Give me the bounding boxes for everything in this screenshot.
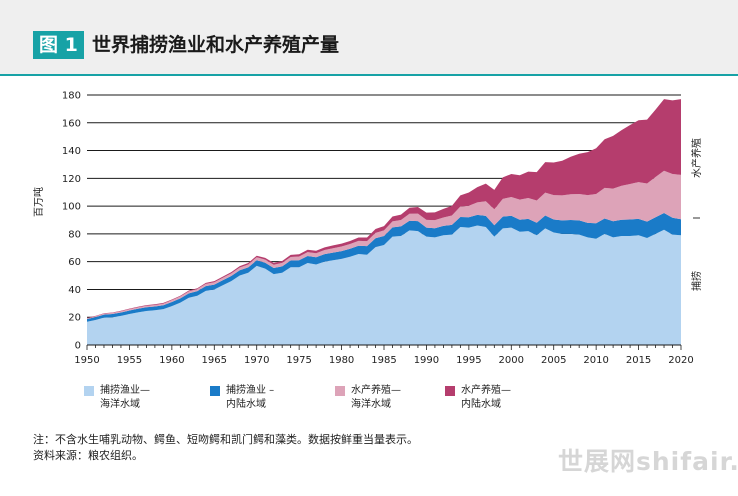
footnote: 注：不含水生哺乳动物、鳄鱼、短吻鳄和凯门鳄和藻类。数据按鲜重当量表示。: [33, 433, 418, 446]
legend-label-line: 内陆水域: [461, 399, 501, 410]
y-tick-label: 0: [75, 341, 81, 352]
legend-swatch: [210, 386, 220, 396]
legend-label: 捕捞渔业— 海洋水域: [100, 384, 190, 412]
x-tick-label: 2000: [499, 355, 524, 366]
y-tick-label: 20: [68, 313, 81, 324]
x-tick-label: 2015: [626, 355, 651, 366]
x-tick-label: 1980: [329, 355, 354, 366]
legend-label-line: 海洋水域: [100, 399, 140, 410]
right-label-aquaculture: 水产养殖: [690, 138, 703, 178]
figure-title: 世界捕捞渔业和水产养殖产量: [92, 34, 340, 56]
x-tick-label: 1995: [456, 355, 481, 366]
legend-label-line: 海洋水域: [351, 399, 391, 410]
header-divider: [0, 74, 738, 76]
legend-label-line: 捕捞渔业 –: [226, 385, 275, 396]
y-tick-label: 60: [68, 257, 81, 268]
legend-label: 水产养殖— 内陆水域: [461, 384, 551, 412]
source-note: 资料来源：粮农组织。: [33, 449, 143, 462]
area-series-1: [87, 225, 681, 345]
y-tick-label: 120: [62, 174, 81, 185]
figure-number-badge: 图 1: [33, 31, 84, 59]
legend-swatch: [84, 386, 94, 396]
x-tick-label: 2010: [583, 355, 608, 366]
x-tick-label: 1970: [244, 355, 269, 366]
axes: 0 20 40 60 80 100 120 140 160 180 1950 1955 1960 1965…: [62, 91, 694, 367]
area-series: [87, 99, 681, 345]
y-tick-label: 180: [62, 91, 81, 102]
y-tick-label: 100: [62, 202, 81, 213]
legend-label-line: 捕捞渔业—: [100, 385, 150, 396]
legend-label-line: 内陆水域: [226, 399, 266, 410]
area-series-3: [87, 170, 681, 320]
x-tick-label: 1955: [117, 355, 142, 366]
figure-header: [0, 0, 738, 74]
y-tick-label: 160: [62, 118, 81, 129]
legend-label-line: 水产养殖—: [351, 385, 401, 396]
x-tick-label: 1950: [74, 355, 99, 366]
x-tick-label: 2005: [541, 355, 566, 366]
legend-label-line: 水产养殖—: [461, 385, 511, 396]
notes-block: 注：不含水生哺乳动物、鳄鱼、短吻鳄和凯门鳄和藻类。数据按鲜重当量表示。 资料来源…: [33, 432, 633, 464]
right-label-capture: 捕捞: [690, 271, 703, 291]
stacked-area-chart: 0 20 40 60 80 100 120 140 160 180 1950 1955 1960 1965…: [32, 91, 703, 367]
x-tick-label: 1985: [371, 355, 396, 366]
legend-label: 捕捞渔业 – 内陆水域: [226, 384, 316, 412]
x-tick-label: 1960: [159, 355, 184, 366]
watermark: 世展网shifair.: [558, 447, 738, 476]
y-tick-label: 80: [68, 229, 81, 240]
area-series-2: [87, 213, 681, 322]
legend-label: 水产养殖— 海洋水域: [351, 384, 441, 412]
x-tick-label: 1990: [414, 355, 439, 366]
y-tick-label: 40: [68, 285, 81, 296]
x-tick-label: 1975: [286, 355, 311, 366]
legend-swatch: [335, 386, 345, 396]
x-tick-label: 1965: [202, 355, 227, 366]
x-tick-label: 2020: [668, 355, 693, 366]
y-tick-label: 140: [62, 146, 81, 157]
legend-swatch: [445, 386, 455, 396]
y-axis-label: 百万吨: [32, 187, 45, 217]
